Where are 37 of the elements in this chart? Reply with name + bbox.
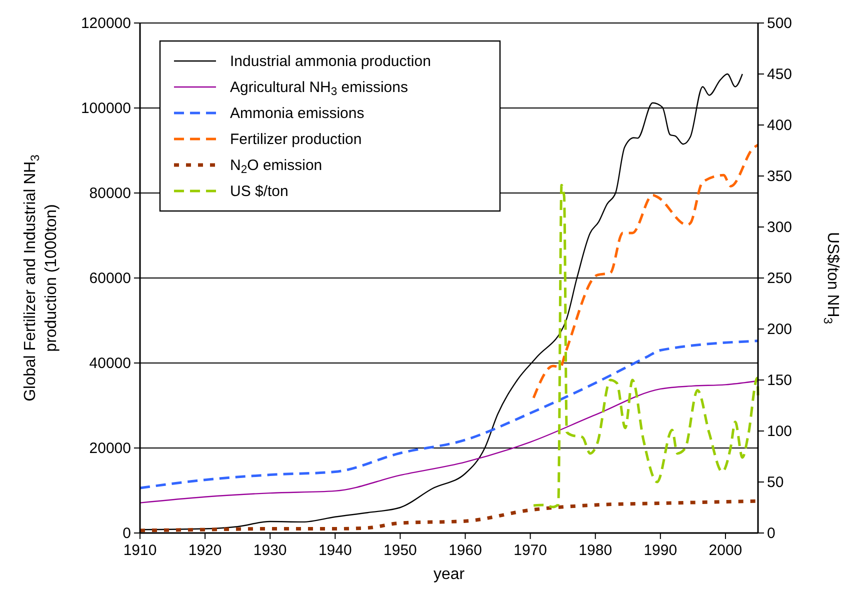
y2-tick-label: 450 [767, 66, 792, 83]
y-tick-label: 80000 [89, 185, 131, 202]
y2-tick-label: 200 [767, 321, 792, 338]
x-axis-title: year [433, 566, 466, 583]
line-series [532, 144, 760, 400]
y-tick-label: 100000 [80, 100, 131, 117]
line-series [532, 184, 760, 508]
x-tick-label: 1940 [318, 542, 352, 559]
y-tick-label: 60000 [89, 270, 131, 287]
y-tick-label: 120000 [80, 15, 131, 32]
y2-tick-label: 350 [767, 168, 792, 185]
y2-tick-label: 150 [767, 372, 792, 389]
y2-tick-label: 500 [767, 15, 792, 32]
x-tick-label: 1910 [123, 542, 157, 559]
y2-tick-label: 400 [767, 117, 792, 134]
y2-tick-label: 250 [767, 270, 792, 287]
legend-label: Fertilizer production [230, 131, 362, 148]
x-tick-label: 1920 [188, 542, 222, 559]
y2-tick-label: 0 [767, 525, 776, 542]
x-tick-label: 1990 [644, 542, 678, 559]
x-tick-label: 1960 [448, 542, 482, 559]
x-tick-label: 1970 [514, 542, 548, 559]
legend-label: N$_{2}$O emission [230, 157, 322, 176]
y-tick-label: 0 [122, 525, 131, 542]
legend-label: US $/ton [230, 183, 288, 200]
legend-label: Agricultural NH$_{3}$ emissions [230, 79, 408, 98]
y2-tick-label: 50 [767, 474, 784, 491]
x-tick-label: 1930 [253, 542, 287, 559]
y2-tick-label: 300 [767, 219, 792, 236]
y-tick-label: 20000 [89, 440, 131, 457]
x-tick-label: 2000 [708, 542, 742, 559]
y2-tick-label: 100 [767, 423, 792, 440]
x-tick-label: 1980 [578, 542, 612, 559]
x-tick-label: 1950 [384, 542, 417, 559]
y-tick-label: 40000 [89, 355, 131, 372]
legend-label: Ammonia emissions [230, 105, 364, 122]
legend-label: Industrial ammonia production [230, 53, 431, 70]
